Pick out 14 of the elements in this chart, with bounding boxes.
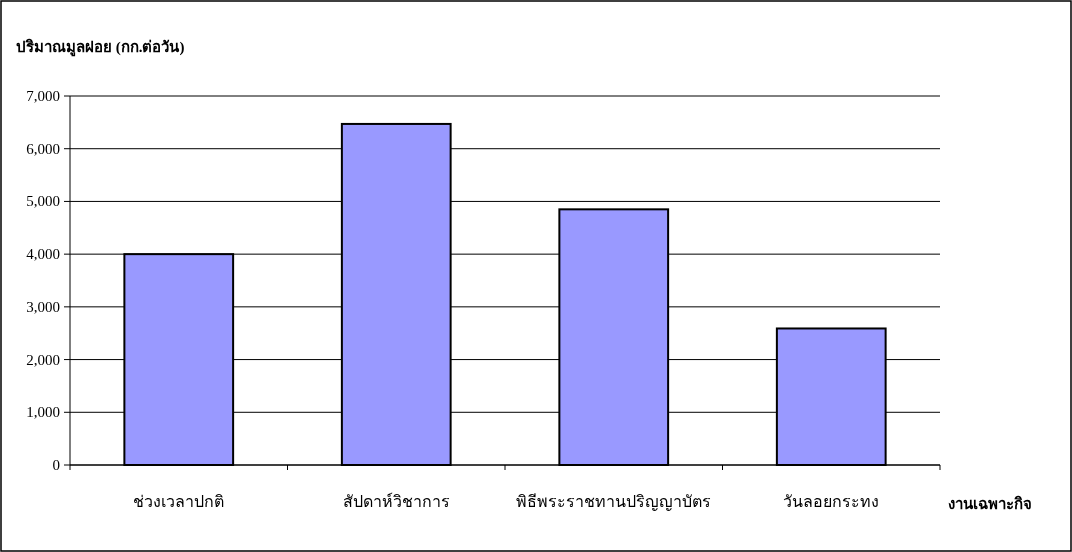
- x-tick-label: สัปดาห์วิชาการ: [342, 492, 450, 510]
- x-tick-label: พิธีพระราชทานปริญญาบัตร: [516, 493, 712, 511]
- y-axis-title: ปริมาณมูลฝอย (กก.ต่อวัน): [16, 38, 185, 57]
- y-tick-label: 5,000: [26, 193, 60, 210]
- y-tick-label: 3,000: [26, 298, 60, 315]
- x-axis-title: งานเฉพาะกิจ: [948, 495, 1032, 512]
- y-tick-label: 0: [52, 457, 60, 473]
- y-tick-label: 7,000: [26, 88, 60, 104]
- y-tick-label: 1,000: [26, 404, 60, 421]
- y-tick-label: 4,000: [26, 246, 60, 263]
- y-tick-label: 6,000: [26, 140, 60, 157]
- y-tick-label: 2,000: [26, 351, 60, 368]
- x-tick-label: วันลอยกระทง: [783, 493, 880, 510]
- x-tick-label: ช่วงเวลาปกติ: [133, 493, 225, 510]
